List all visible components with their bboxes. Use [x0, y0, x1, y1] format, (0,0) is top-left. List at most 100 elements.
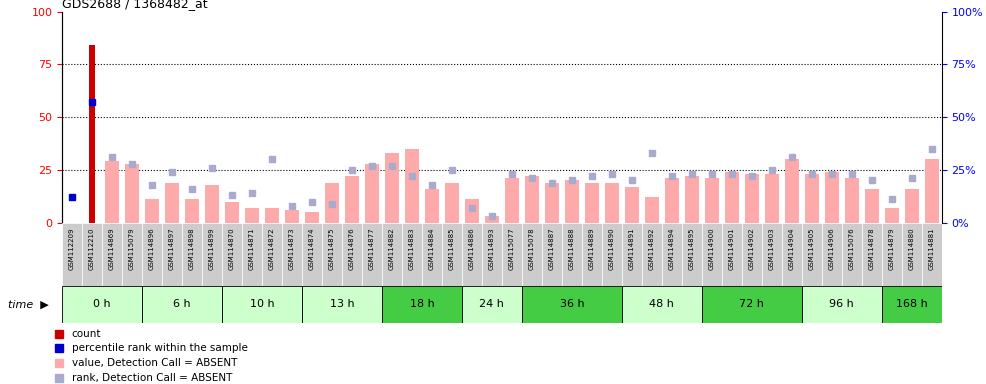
Bar	[405, 149, 419, 223]
Bar	[222, 286, 302, 323]
Bar	[684, 176, 699, 223]
Bar	[585, 183, 599, 223]
Bar	[145, 200, 159, 223]
Bar	[881, 286, 942, 323]
Text: 0 h: 0 h	[94, 299, 110, 310]
Text: GSM115079: GSM115079	[129, 228, 135, 270]
Bar	[884, 208, 898, 223]
Text: GSM114874: GSM114874	[309, 228, 315, 270]
Bar	[142, 286, 222, 323]
Text: 168 h: 168 h	[895, 299, 928, 310]
Bar	[562, 223, 582, 286]
Bar	[422, 223, 442, 286]
Bar	[821, 223, 842, 286]
Bar	[302, 223, 322, 286]
Bar	[302, 286, 382, 323]
Text: GSM114895: GSM114895	[689, 228, 695, 270]
Bar	[325, 183, 339, 223]
Text: GSM114877: GSM114877	[369, 228, 375, 270]
Bar	[805, 174, 818, 223]
Bar	[402, 223, 422, 286]
Bar	[62, 223, 82, 286]
Text: GSM114893: GSM114893	[489, 228, 495, 270]
Bar	[681, 223, 702, 286]
Text: GSM114902: GSM114902	[748, 228, 754, 270]
Bar	[725, 172, 739, 223]
Bar	[904, 189, 919, 223]
Text: GSM114892: GSM114892	[649, 228, 655, 270]
Bar	[802, 223, 821, 286]
Text: GSM114896: GSM114896	[149, 228, 155, 270]
Bar	[922, 223, 942, 286]
Text: GSM114881: GSM114881	[929, 228, 935, 270]
Text: percentile rank within the sample: percentile rank within the sample	[72, 343, 247, 353]
Bar	[103, 223, 122, 286]
Text: GSM114897: GSM114897	[169, 228, 176, 270]
Bar	[365, 164, 379, 223]
Bar	[342, 223, 362, 286]
Bar	[464, 200, 479, 223]
Text: GSM112210: GSM112210	[89, 228, 95, 270]
Bar	[461, 223, 482, 286]
Bar	[622, 223, 642, 286]
Bar	[142, 223, 162, 286]
Text: GSM114873: GSM114873	[289, 228, 295, 270]
Bar	[522, 286, 622, 323]
Text: GSM114891: GSM114891	[629, 228, 635, 270]
Text: GSM114872: GSM114872	[269, 228, 275, 270]
Text: GSM115077: GSM115077	[509, 228, 515, 270]
Bar	[482, 223, 502, 286]
Text: GSM114905: GSM114905	[809, 228, 814, 270]
Bar	[362, 223, 382, 286]
Bar	[662, 223, 681, 286]
Bar	[162, 223, 182, 286]
Text: GSM114904: GSM114904	[789, 228, 795, 270]
Bar	[582, 223, 601, 286]
Bar	[265, 208, 279, 223]
Text: count: count	[72, 329, 102, 339]
Bar	[106, 161, 119, 223]
Bar	[282, 223, 302, 286]
Bar	[702, 223, 722, 286]
Text: GSM114889: GSM114889	[589, 228, 595, 270]
Bar	[665, 178, 678, 223]
Text: 36 h: 36 h	[559, 299, 584, 310]
Bar	[202, 223, 222, 286]
Bar	[604, 183, 619, 223]
Text: 13 h: 13 h	[329, 299, 354, 310]
Text: GSM114900: GSM114900	[709, 228, 715, 270]
Text: 48 h: 48 h	[650, 299, 674, 310]
Bar	[642, 223, 662, 286]
Text: GSM114886: GSM114886	[469, 228, 475, 270]
Bar	[824, 172, 839, 223]
Bar	[502, 223, 522, 286]
Text: 6 h: 6 h	[174, 299, 191, 310]
Bar	[485, 217, 499, 223]
Text: rank, Detection Call = ABSENT: rank, Detection Call = ABSENT	[72, 373, 232, 383]
Bar	[222, 223, 242, 286]
Bar	[382, 286, 461, 323]
Bar	[322, 223, 342, 286]
Bar	[505, 178, 519, 223]
Bar	[542, 223, 562, 286]
Text: 72 h: 72 h	[740, 299, 764, 310]
Text: GSM114899: GSM114899	[209, 228, 215, 270]
Text: GSM114870: GSM114870	[229, 228, 235, 270]
Bar	[782, 223, 802, 286]
Bar	[762, 223, 782, 286]
Text: GSM114890: GSM114890	[608, 228, 615, 270]
Text: 10 h: 10 h	[249, 299, 274, 310]
Bar	[625, 187, 639, 223]
Bar	[522, 223, 542, 286]
Bar	[845, 178, 859, 223]
Bar	[925, 159, 939, 223]
Bar	[442, 223, 461, 286]
Bar	[744, 174, 759, 223]
Bar	[382, 223, 402, 286]
Bar	[722, 223, 741, 286]
Text: GSM114876: GSM114876	[349, 228, 355, 270]
Bar	[125, 164, 139, 223]
Bar	[205, 185, 219, 223]
Bar	[645, 197, 659, 223]
Bar	[242, 223, 262, 286]
